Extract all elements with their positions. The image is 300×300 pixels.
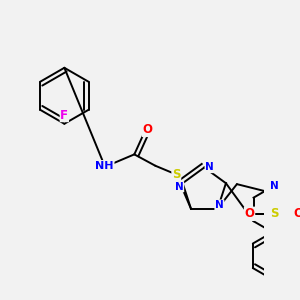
Text: NH: NH <box>95 161 114 171</box>
Text: N: N <box>215 200 224 210</box>
Text: F: F <box>60 109 68 122</box>
Text: O: O <box>244 207 254 220</box>
Text: N: N <box>175 182 184 192</box>
Text: S: S <box>270 207 278 220</box>
Text: O: O <box>293 207 300 220</box>
Text: N: N <box>270 181 278 191</box>
Text: S: S <box>172 168 181 181</box>
Text: N: N <box>205 163 214 172</box>
Text: O: O <box>142 123 152 136</box>
